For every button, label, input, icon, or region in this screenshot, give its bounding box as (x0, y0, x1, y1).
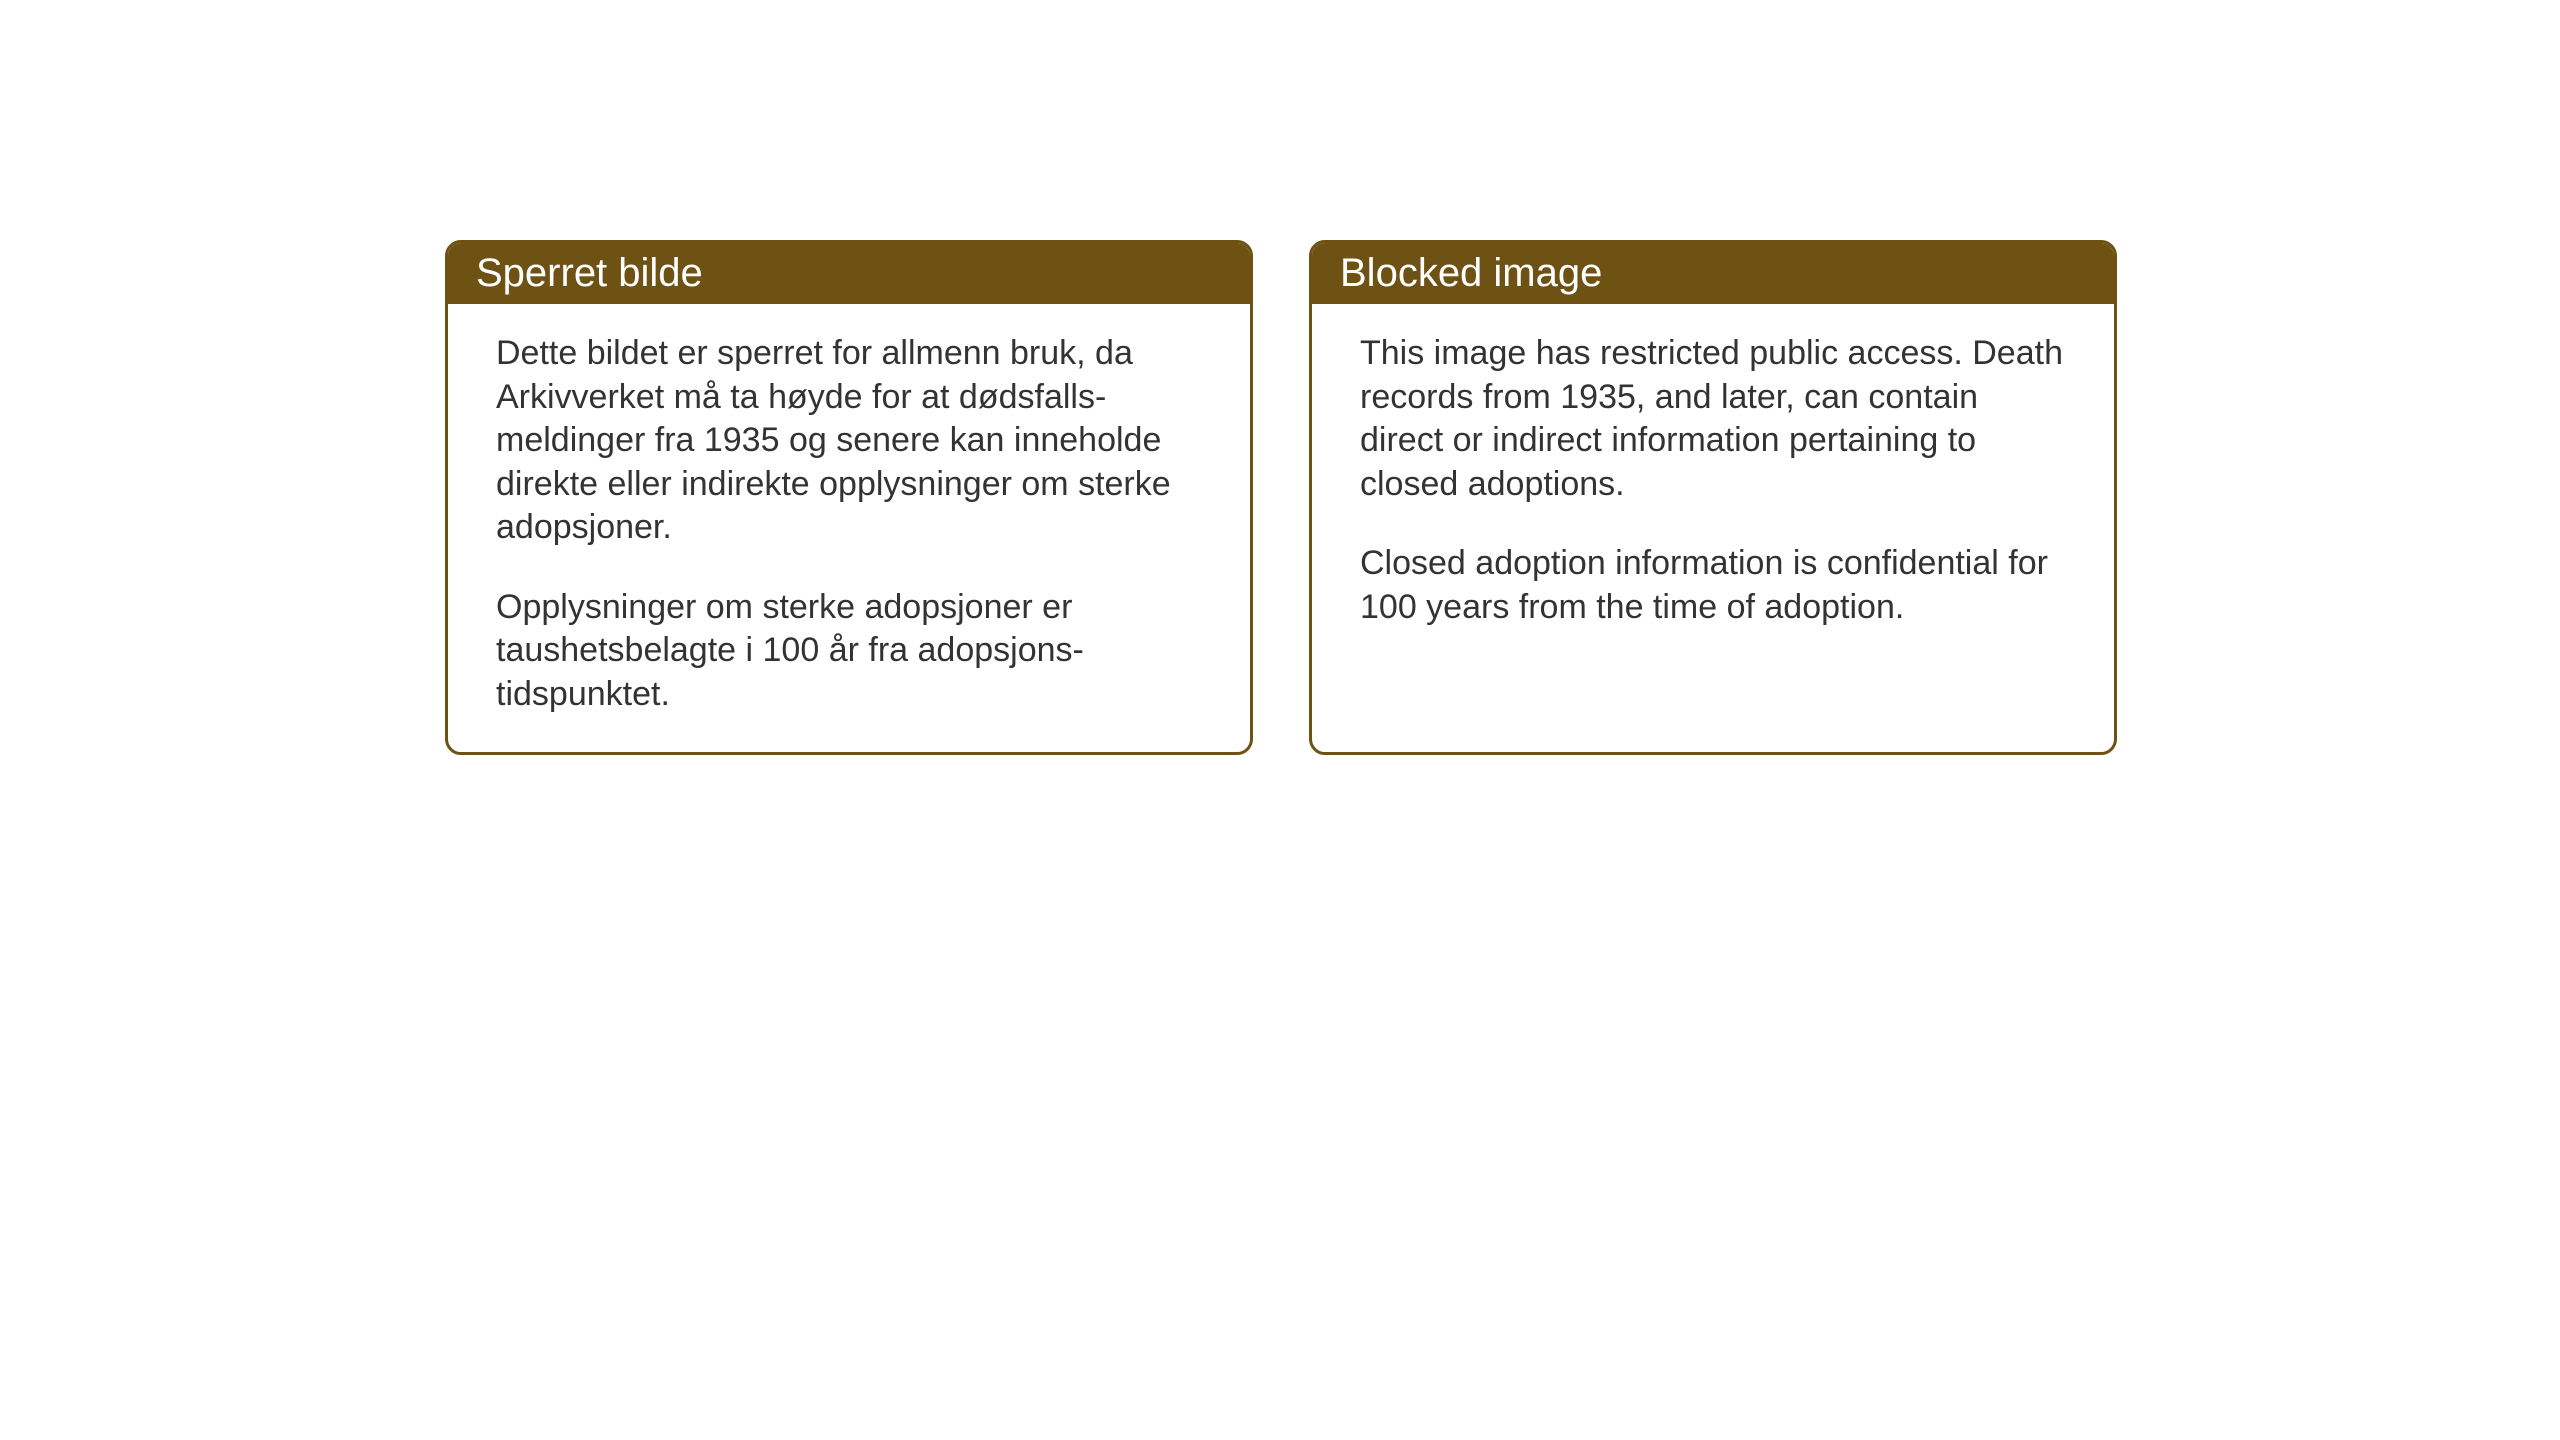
notice-body-norwegian: Dette bildet er sperret for allmenn bruk… (448, 304, 1250, 752)
notice-paragraph-1-english: This image has restricted public access.… (1360, 332, 2066, 506)
notice-paragraph-1-norwegian: Dette bildet er sperret for allmenn bruk… (496, 332, 1202, 550)
notice-container: Sperret bilde Dette bildet er sperret fo… (445, 240, 2117, 755)
notice-paragraph-2-norwegian: Opplysninger om sterke adopsjoner er tau… (496, 586, 1202, 717)
notice-box-norwegian: Sperret bilde Dette bildet er sperret fo… (445, 240, 1253, 755)
notice-box-english: Blocked image This image has restricted … (1309, 240, 2117, 755)
notice-header-norwegian: Sperret bilde (448, 243, 1250, 304)
notice-body-english: This image has restricted public access.… (1312, 304, 2114, 665)
notice-paragraph-2-english: Closed adoption information is confident… (1360, 542, 2066, 629)
notice-title-norwegian: Sperret bilde (476, 251, 703, 295)
notice-header-english: Blocked image (1312, 243, 2114, 304)
notice-title-english: Blocked image (1340, 251, 1602, 295)
